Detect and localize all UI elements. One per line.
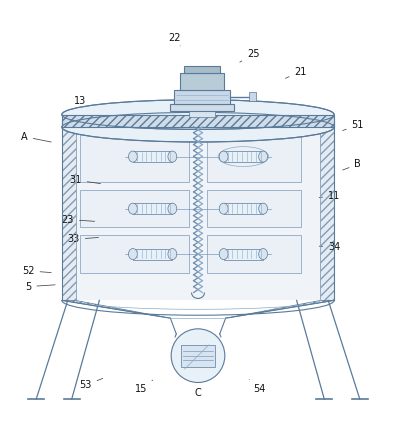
- Bar: [62, 115, 334, 127]
- Bar: [320, 121, 334, 300]
- Text: 25: 25: [240, 49, 259, 62]
- Text: 51: 51: [343, 120, 364, 131]
- Ellipse shape: [219, 249, 228, 260]
- Bar: [224, 151, 263, 162]
- Text: 22: 22: [168, 33, 181, 46]
- Ellipse shape: [219, 151, 228, 162]
- Text: B: B: [343, 159, 361, 170]
- Ellipse shape: [259, 249, 268, 260]
- Text: 53: 53: [79, 378, 103, 390]
- Bar: [170, 104, 234, 111]
- Bar: [184, 66, 220, 73]
- Bar: [249, 92, 256, 101]
- Polygon shape: [226, 300, 334, 318]
- Bar: [133, 151, 172, 162]
- Text: 13: 13: [74, 96, 99, 108]
- Bar: [207, 235, 301, 273]
- Bar: [80, 131, 189, 182]
- Text: 54: 54: [249, 379, 265, 394]
- Ellipse shape: [171, 329, 225, 382]
- Ellipse shape: [128, 249, 137, 260]
- Bar: [180, 73, 224, 89]
- Ellipse shape: [259, 203, 268, 214]
- Text: 11: 11: [319, 191, 340, 201]
- Ellipse shape: [168, 151, 177, 162]
- Ellipse shape: [219, 203, 228, 214]
- Text: C: C: [194, 380, 202, 398]
- Ellipse shape: [128, 151, 137, 162]
- Bar: [133, 203, 172, 214]
- Bar: [62, 121, 76, 300]
- Polygon shape: [62, 300, 170, 318]
- Bar: [224, 249, 263, 260]
- Text: A: A: [21, 132, 51, 142]
- Bar: [133, 249, 172, 260]
- Bar: [174, 89, 230, 104]
- Ellipse shape: [259, 151, 268, 162]
- Text: 33: 33: [68, 234, 99, 244]
- Ellipse shape: [168, 249, 177, 260]
- Text: 5: 5: [25, 282, 55, 291]
- Bar: [207, 190, 301, 227]
- Text: 34: 34: [319, 242, 340, 252]
- Text: 52: 52: [22, 266, 51, 276]
- Ellipse shape: [62, 113, 334, 142]
- Bar: [224, 203, 263, 214]
- Bar: [80, 190, 189, 227]
- Bar: [189, 107, 215, 117]
- Bar: [181, 345, 215, 366]
- Bar: [62, 121, 334, 300]
- Text: 31: 31: [70, 175, 101, 185]
- Ellipse shape: [168, 203, 177, 214]
- Ellipse shape: [128, 203, 137, 214]
- Bar: [80, 235, 189, 273]
- Text: 21: 21: [286, 66, 307, 78]
- Ellipse shape: [62, 100, 334, 129]
- Text: 12: 12: [251, 108, 271, 120]
- Bar: [207, 131, 301, 182]
- Text: 23: 23: [62, 214, 95, 225]
- Text: 15: 15: [135, 380, 152, 394]
